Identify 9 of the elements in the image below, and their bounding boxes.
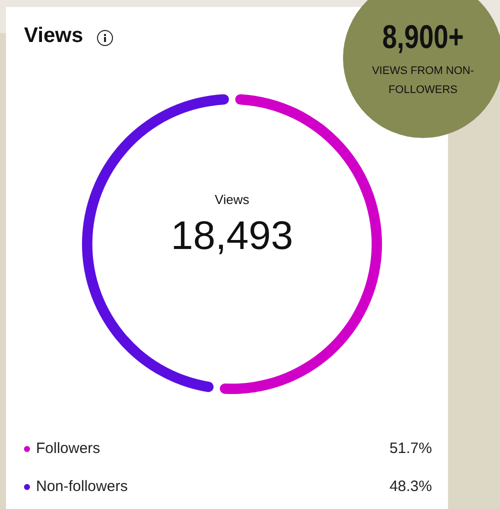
legend-label: Non-followers (36, 478, 128, 495)
text: VIEWS FROM NON-FOLLOWERS (370, 64, 476, 98)
text: 18,493 (170, 214, 294, 259)
data-label: 51.7% (389, 440, 432, 457)
data-label: 48.3% (389, 478, 432, 495)
text: Views (214, 192, 250, 207)
text: 8,900+ (381, 18, 465, 56)
chart-title: Views (24, 24, 84, 48)
legend-label: Followers (36, 440, 100, 457)
